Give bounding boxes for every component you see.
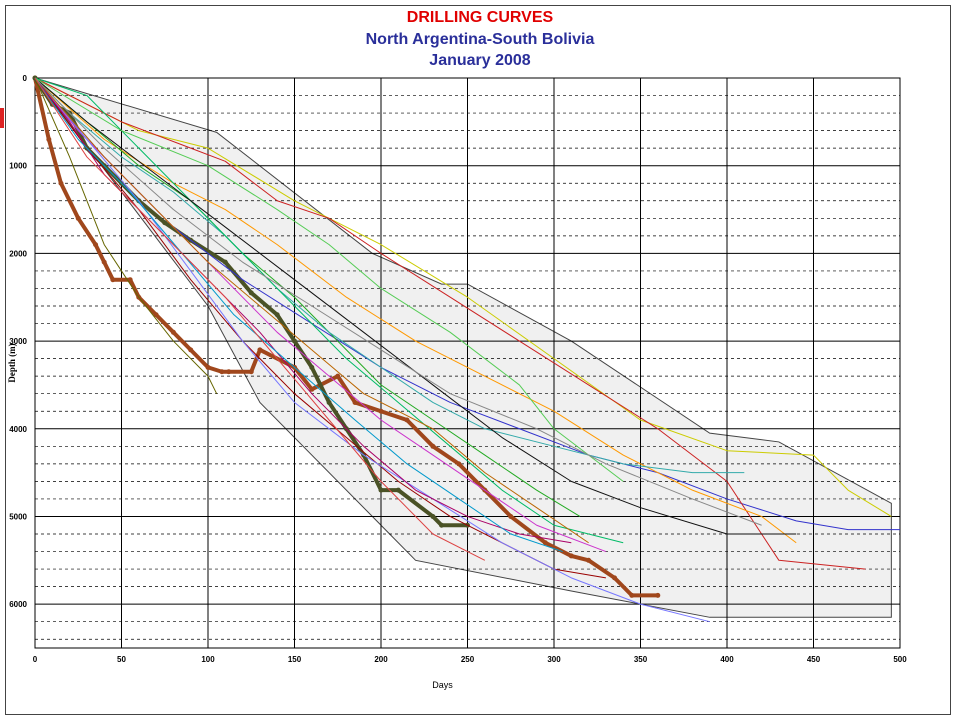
series-point-1 (404, 417, 410, 423)
series-point-1 (629, 592, 635, 598)
series-point-2 (274, 312, 280, 318)
series-point-1 (508, 513, 514, 519)
x-tick-label: 100 (201, 655, 215, 664)
series-point-1 (378, 408, 384, 414)
y-tick-label: 1000 (9, 162, 27, 171)
series-line-18 (34, 77, 563, 553)
series-line-16 (34, 77, 624, 482)
x-tick-label: 150 (288, 655, 302, 664)
series-point-1 (586, 557, 592, 563)
x-tick-label: 450 (807, 655, 821, 664)
x-tick-label: 500 (893, 655, 907, 664)
y-tick-label: 5000 (9, 512, 27, 521)
series-point-2 (248, 290, 254, 296)
series-point-1 (335, 373, 341, 379)
series-point-1 (219, 369, 225, 375)
series-point-1 (46, 136, 52, 142)
series-point-1 (110, 277, 116, 283)
series-point-2 (162, 220, 168, 226)
series-point-1 (58, 180, 64, 186)
x-tick-label: 350 (634, 655, 648, 664)
series-point-1 (170, 329, 176, 335)
series-line-14 (34, 77, 589, 544)
y-tick-label: 3000 (9, 337, 27, 346)
series-point-1 (257, 347, 263, 353)
x-axis-label: Days (432, 680, 453, 690)
series-point-1 (612, 575, 618, 581)
series-point-1 (93, 242, 99, 248)
series-line-15 (34, 77, 797, 535)
y-tick-label: 6000 (9, 600, 27, 609)
series-point-2 (395, 487, 401, 493)
series-line-7 (34, 77, 581, 517)
series-point-1 (188, 347, 194, 353)
series-line-3 (34, 77, 900, 531)
series-point-1 (309, 386, 315, 392)
chart-subtitle-date: January 2008 (429, 52, 531, 69)
series-line-12 (34, 77, 710, 623)
series-point-2 (378, 487, 384, 493)
series-point-1 (226, 369, 232, 375)
x-tick-label: 300 (547, 655, 561, 664)
x-tick-label: 400 (720, 655, 734, 664)
series-line-13 (34, 77, 624, 544)
chart-frame (5, 5, 951, 715)
y-tick-label: 2000 (9, 249, 27, 258)
chart-subtitle: North Argentina-South Bolivia (365, 31, 595, 48)
series-point-1 (352, 399, 358, 405)
series-point-1 (75, 215, 81, 221)
series-line-4 (34, 77, 892, 517)
y-axis-label: Depth (m) (7, 343, 17, 382)
series-line-20 (34, 77, 486, 561)
series-line-9 (34, 77, 745, 474)
y-tick-label: 0 (23, 74, 28, 83)
series-point-1 (153, 312, 159, 318)
x-tick-label: 0 (33, 655, 38, 664)
x-tick-label: 200 (374, 655, 388, 664)
series-point-1 (101, 259, 107, 265)
chart-title: DRILLING CURVES (406, 9, 554, 26)
y-tick-label: 4000 (9, 425, 27, 434)
series-point-2 (439, 522, 445, 528)
series-point-2 (222, 259, 228, 265)
series-point-1 (542, 540, 548, 546)
series-point-1 (248, 369, 254, 375)
x-tick-label: 50 (117, 655, 126, 664)
series-point-1 (456, 461, 462, 467)
series-line-10 (34, 77, 218, 394)
side-tab-marker (0, 108, 4, 128)
series-point-2 (292, 338, 297, 344)
series-line-19 (34, 77, 762, 526)
series-point-2 (309, 364, 315, 370)
series-point-1 (655, 592, 661, 598)
series-point-2 (430, 513, 436, 519)
series-point-1 (568, 553, 574, 559)
series-point-1 (127, 277, 133, 283)
series-point-2 (326, 399, 332, 405)
x-tick-label: 250 (461, 655, 475, 664)
series-point-1 (205, 364, 211, 370)
series-point-1 (430, 443, 436, 449)
series-line-17 (34, 77, 572, 544)
